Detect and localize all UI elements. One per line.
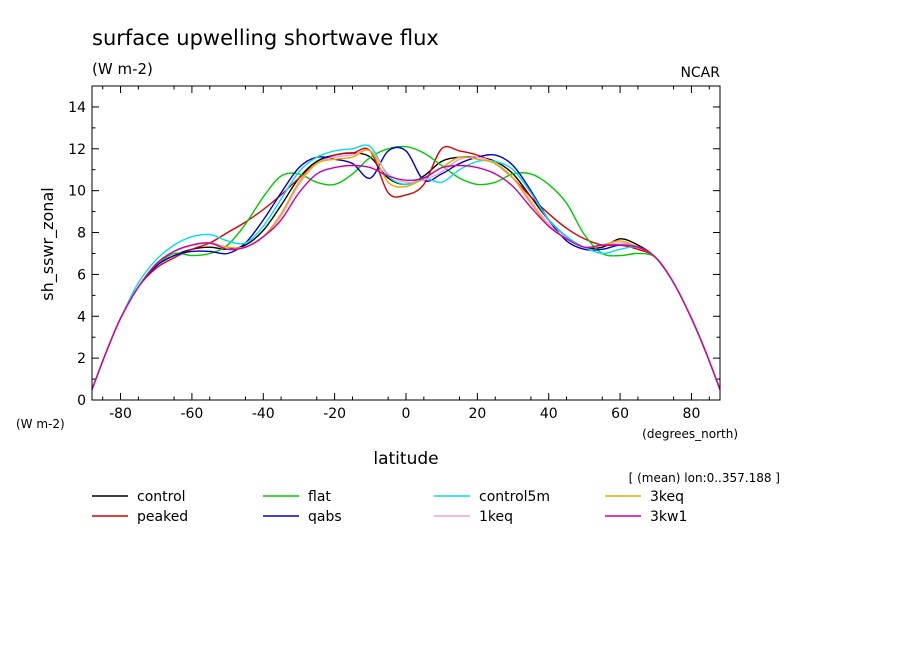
x-tick-label: 80 bbox=[683, 406, 701, 422]
series-line-3keq bbox=[91, 149, 721, 390]
series-line-control bbox=[91, 152, 721, 390]
legend-label-1keq: 1keq bbox=[479, 509, 513, 525]
title-units: (W m-2) bbox=[92, 60, 153, 78]
y-tick-label: 14 bbox=[68, 100, 86, 116]
y-tick-label: 12 bbox=[68, 142, 86, 158]
legend-label-qabs: qabs bbox=[308, 509, 342, 525]
x-tick-label: -20 bbox=[323, 406, 346, 422]
legend-label-flat: flat bbox=[308, 489, 331, 505]
series-line-flat bbox=[91, 145, 721, 390]
y-tick-label: 10 bbox=[68, 184, 86, 200]
y-units-label: (W m-2) bbox=[16, 417, 65, 431]
plot-frame bbox=[91, 85, 721, 401]
legend-label-control: control bbox=[137, 489, 186, 505]
y-tick-label: 8 bbox=[77, 226, 86, 242]
series-line-control5m bbox=[91, 144, 721, 390]
mean-annotation: [ (mean) lon:0..357.188 ] bbox=[629, 471, 780, 485]
x-tick-label: 40 bbox=[540, 406, 558, 422]
x-axis-label: latitude bbox=[373, 449, 438, 469]
y-tick-label: 2 bbox=[77, 351, 86, 367]
y-tick-label: 0 bbox=[77, 393, 86, 409]
legend: control flat control5m 3keq peaked qabs 1keq 3k… bbox=[92, 489, 687, 525]
series-lines bbox=[91, 144, 721, 390]
legend-label-control5m: control5m bbox=[479, 489, 550, 505]
x-tick-label: 20 bbox=[468, 406, 486, 422]
x-tick-label: -60 bbox=[180, 406, 203, 422]
legend-label-peaked: peaked bbox=[137, 509, 188, 525]
y-axis-label: sh_sswr_zonal bbox=[38, 187, 58, 300]
x-units-label: (degrees_north) bbox=[642, 427, 738, 441]
x-tick-label: 60 bbox=[611, 406, 629, 422]
axis-ticks: -80 -60 -40 -20 0 20 40 60 80 0 2 4 6 8 10 12 14 bbox=[68, 85, 720, 422]
x-tick-label: -80 bbox=[109, 406, 132, 422]
y-tick-label: 4 bbox=[77, 309, 86, 325]
series-line-peaked bbox=[91, 145, 721, 390]
series-line-3kw1 bbox=[91, 164, 721, 390]
y-tick-label: 6 bbox=[77, 267, 86, 283]
chart-title: surface upwelling shortwave flux bbox=[92, 26, 439, 50]
series-line-qabs bbox=[91, 146, 721, 390]
legend-label-3keq: 3keq bbox=[650, 489, 684, 505]
x-tick-label: 0 bbox=[402, 406, 411, 422]
legend-label-3kw1: 3kw1 bbox=[650, 509, 687, 525]
x-tick-label: -40 bbox=[252, 406, 275, 422]
source-label: NCAR bbox=[680, 65, 720, 81]
